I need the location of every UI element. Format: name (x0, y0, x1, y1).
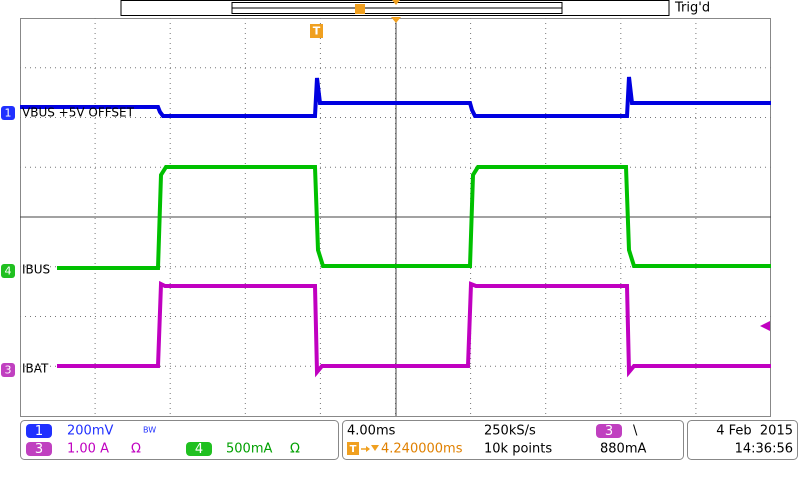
vbus-trace (20, 76, 771, 118)
trigger-level: 880mA (600, 442, 646, 457)
ch3-badge (26, 442, 52, 456)
time: 14:36:56 (735, 442, 793, 457)
delay-arrow-head (366, 446, 370, 452)
delay-marker (371, 445, 379, 451)
ch1-badge-number: 1 (35, 424, 43, 439)
trigger-position-marker (391, 17, 401, 23)
trigger-marker: T (313, 25, 321, 38)
ch3-tag (1, 363, 15, 377)
ch1-bandwidth: BW (143, 426, 156, 435)
time-per-div: 4.00ms (347, 424, 396, 439)
ch4-coupling: Ω (290, 442, 300, 457)
ch3-label: IBAT (22, 362, 49, 376)
ibat-trace (57, 280, 771, 378)
ch4-scale: 500mA (226, 442, 272, 457)
ch3-tag-number: 3 (5, 364, 12, 377)
trigger-status: Trig'd (674, 1, 710, 16)
ch3-coupling: Ω (131, 442, 141, 457)
ch1-tag-number: 1 (5, 107, 12, 120)
trigger-marker-box (310, 24, 323, 38)
record-trigger-icon (355, 4, 365, 14)
channel-panel (20, 420, 339, 460)
trigger-source-badge (596, 424, 622, 438)
ch4-tag (1, 264, 15, 278)
ch4-label: IBUS (22, 263, 50, 277)
ch3-badge-number: 3 (35, 442, 43, 457)
datetime-panel (687, 420, 798, 460)
delay-trigger-letter: T (350, 444, 357, 455)
sample-rate: 250kS/s (484, 424, 536, 439)
trigger-slope: \ (633, 424, 638, 439)
ch1-badge (26, 424, 52, 438)
ch1-scale: 200mV (67, 424, 113, 439)
delay-trigger-icon (347, 442, 359, 455)
ch4-tag-number: 4 (5, 265, 12, 278)
date: 4 Feb 2015 (716, 424, 793, 439)
record-length: 10k points (484, 442, 552, 457)
record-center-marker (392, 0, 400, 5)
trigger-source: 3 (605, 424, 613, 439)
delay: 4.240000ms (381, 442, 463, 457)
trigger-level-marker (760, 321, 770, 331)
ch1-label: VBUS +5V OFFSET (22, 106, 135, 120)
ch1-tag (1, 106, 15, 120)
ibus-trace (57, 165, 771, 270)
ch4-badge (186, 442, 212, 456)
ch3-scale: 1.00 A (67, 442, 109, 457)
ch4-badge-number: 4 (195, 442, 203, 457)
